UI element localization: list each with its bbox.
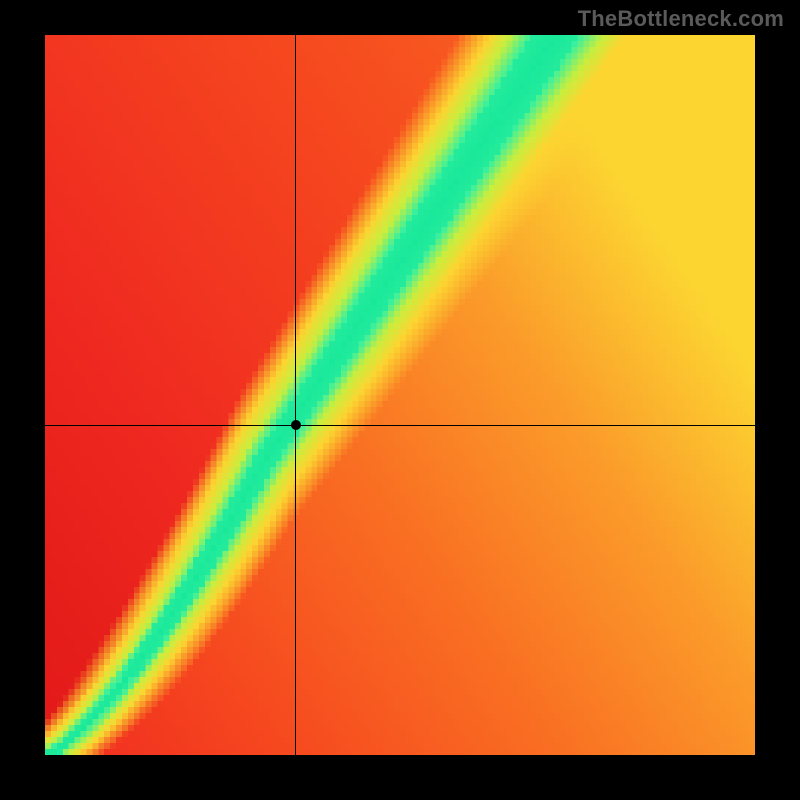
crosshair-horizontal xyxy=(45,425,755,426)
watermark: TheBottleneck.com xyxy=(578,6,784,32)
heatmap-plot xyxy=(45,35,755,755)
heatmap-canvas xyxy=(45,35,755,755)
crosshair-vertical xyxy=(295,35,296,755)
marker-dot xyxy=(291,420,301,430)
